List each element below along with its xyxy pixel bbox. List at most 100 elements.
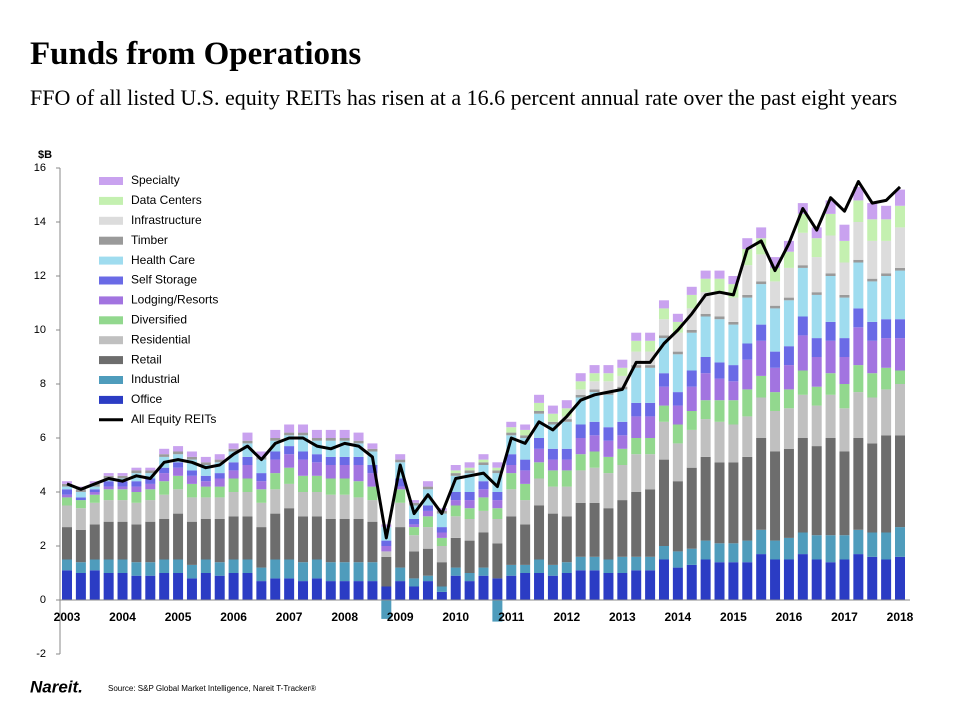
bar-segment [700, 373, 711, 401]
bar-segment [589, 556, 600, 571]
bar-segment [214, 519, 225, 563]
legend-label: Retail [131, 352, 162, 366]
bar-segment [825, 438, 836, 536]
bar-segment [631, 367, 642, 403]
bar-segment [450, 473, 461, 476]
bar-segment [62, 486, 72, 490]
bar-segment [131, 575, 142, 600]
line-series [66, 180, 902, 540]
x-tick-label: 2011 [498, 610, 524, 624]
bar-segment [742, 416, 753, 457]
bar-segment [117, 573, 128, 600]
bar-segment [742, 238, 753, 249]
bar-segment [256, 489, 267, 503]
bar-segment [186, 475, 197, 484]
bar-segment [200, 481, 211, 487]
bar-segment [103, 521, 114, 560]
bar-segment [770, 367, 781, 393]
bar-segment [395, 489, 406, 503]
bar-segment [672, 313, 683, 322]
bar-segment [686, 548, 697, 565]
bar-segment [367, 562, 378, 582]
bar-segment [825, 394, 836, 438]
bar-segment [353, 432, 364, 441]
chart-subtitle: FFO of all listed U.S. equity REITs has … [30, 85, 898, 110]
bar-segment [131, 470, 142, 474]
bar-segment [186, 451, 197, 457]
bar-segment [62, 489, 72, 495]
y-tick-label: 0 [40, 594, 46, 606]
legend-swatch [99, 196, 123, 205]
bar-segment [409, 519, 420, 525]
bar-segment [173, 559, 184, 573]
y-tick-label: 10 [34, 324, 46, 336]
bar-segment [339, 429, 350, 438]
bar-segment [492, 492, 503, 501]
bar-segment [839, 338, 850, 357]
bar-segment [603, 573, 614, 600]
bar-segment [284, 508, 295, 560]
bar-segment [672, 332, 683, 352]
bar-segment [825, 535, 836, 563]
bar-segment [825, 373, 836, 395]
bar-segment [159, 573, 170, 600]
bar-segment [589, 502, 600, 557]
bar-segment [631, 556, 642, 571]
bar-segment [714, 362, 725, 379]
bar-segment [436, 513, 447, 528]
bar-segment [686, 332, 697, 371]
bar-segment [214, 486, 225, 498]
bar-segment [200, 519, 211, 560]
bar-segment [631, 332, 642, 341]
bar-segment [242, 456, 253, 465]
bar-segment [506, 489, 517, 517]
bar-segment [89, 570, 100, 600]
bar-segment [867, 240, 878, 279]
x-tick-label: 2013 [609, 610, 636, 624]
bar-segment [339, 438, 350, 441]
bar-segment [867, 321, 878, 341]
bar-segment [756, 227, 767, 239]
bar-segment [534, 559, 545, 573]
bar-segment [881, 219, 892, 241]
bar-segment [256, 481, 267, 490]
bar-segment [284, 435, 295, 447]
bar-segment [853, 186, 864, 201]
bar-segment [214, 473, 225, 479]
legend-label: Office [131, 392, 162, 406]
bar-segment [534, 448, 545, 463]
bar-segment [367, 448, 378, 452]
bar-segment [464, 470, 475, 474]
bar-segment [561, 408, 572, 417]
bar-segment [881, 367, 892, 390]
legend-swatch [99, 376, 123, 384]
bar-segment [658, 559, 669, 600]
bar-segment [770, 351, 781, 368]
bar-segment [839, 357, 850, 384]
bar-segment [367, 521, 378, 563]
bar-segment [422, 516, 433, 528]
bar-segment [478, 459, 489, 463]
bar-segment [436, 562, 447, 587]
bar-segment [131, 467, 142, 471]
bar-segment [200, 559, 211, 573]
bar-segment [561, 470, 572, 487]
bar-segment [311, 492, 322, 517]
bar-segment [228, 470, 239, 479]
bar-segment [353, 562, 364, 582]
bar-segment [825, 562, 836, 600]
bar-segment [756, 340, 767, 376]
bar-segment [742, 540, 753, 563]
bar-segment [214, 462, 225, 474]
bar-segment [492, 500, 503, 509]
bar-segment [853, 327, 864, 366]
bar-segment [811, 386, 822, 406]
bar-segment [464, 519, 475, 541]
bar-segment [770, 411, 781, 452]
bar-segment [797, 370, 808, 395]
bar-segment [867, 532, 878, 557]
bar-segment [839, 451, 850, 536]
bar-segment [770, 257, 781, 268]
bar-segment [311, 475, 322, 492]
bar-segment [603, 559, 614, 573]
